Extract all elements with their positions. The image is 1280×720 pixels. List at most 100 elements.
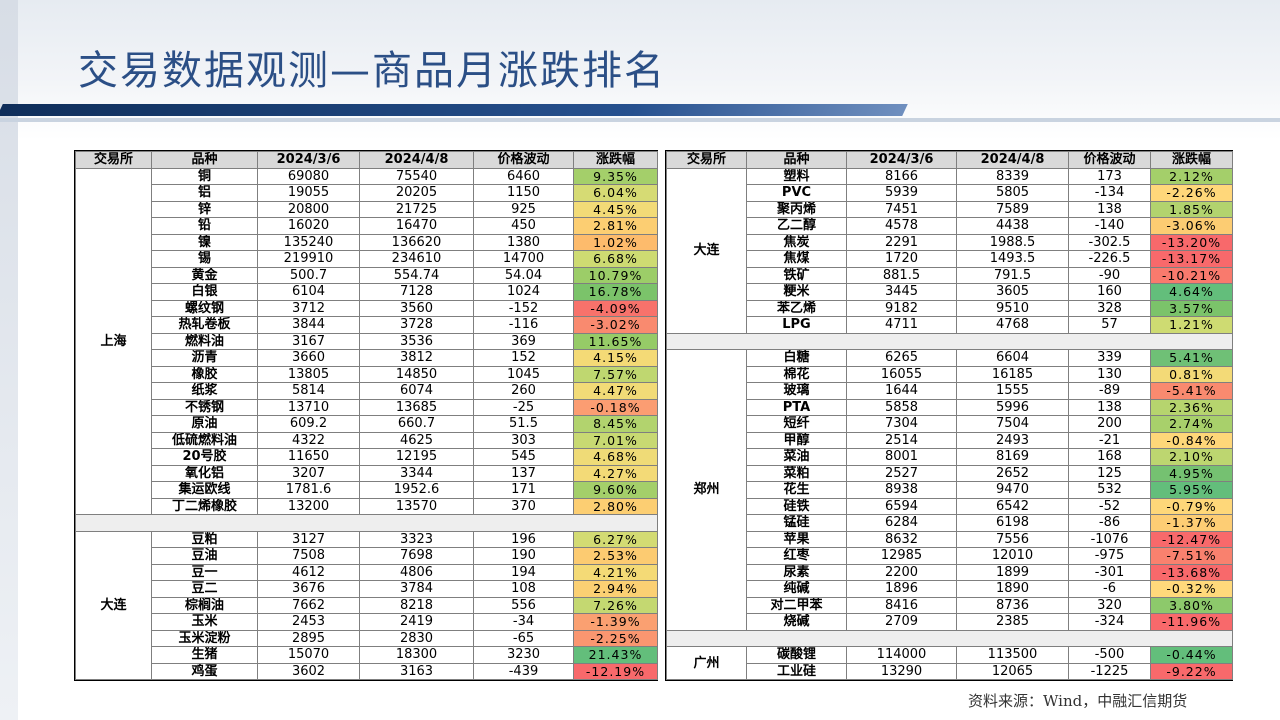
price-change-cell: 51.5 bbox=[473, 415, 574, 433]
header-underline bbox=[0, 118, 1280, 122]
variety-cell: 棕榈油 bbox=[151, 596, 258, 614]
price-end-cell: 7556 bbox=[956, 530, 1069, 548]
price-change-cell: -52 bbox=[1068, 497, 1151, 515]
variety-cell: 豆粕 bbox=[151, 530, 258, 548]
header-price-change: 价格波动 bbox=[1068, 151, 1151, 169]
variety-cell: 焦煤 bbox=[746, 250, 847, 268]
price-start-cell: 3207 bbox=[257, 464, 360, 482]
price-change-cell: -140 bbox=[1068, 217, 1151, 235]
price-end-cell: 21725 bbox=[359, 200, 474, 218]
change-pct-cell: 11.65% bbox=[573, 332, 658, 350]
price-end-cell: 2493 bbox=[956, 431, 1069, 449]
price-change-cell: 532 bbox=[1068, 481, 1151, 499]
price-start-cell: 5814 bbox=[257, 382, 360, 400]
change-pct-cell: 3.80% bbox=[1150, 596, 1233, 614]
price-end-cell: 113500 bbox=[956, 646, 1069, 664]
price-end-cell: 8218 bbox=[359, 596, 474, 614]
price-end-cell: 5805 bbox=[956, 184, 1069, 202]
change-pct-cell: -0.32% bbox=[1150, 580, 1233, 598]
header-date-end: 2024/4/8 bbox=[956, 151, 1069, 169]
price-start-cell: 2709 bbox=[846, 613, 957, 631]
price-change-cell: 196 bbox=[473, 530, 574, 548]
price-change-cell: 3230 bbox=[473, 646, 574, 664]
exchange-cell: 上海 bbox=[75, 167, 152, 515]
price-start-cell: 1896 bbox=[846, 580, 957, 598]
price-end-cell: 3605 bbox=[956, 283, 1069, 301]
price-end-cell: 12010 bbox=[956, 547, 1069, 565]
change-pct-cell: 2.74% bbox=[1150, 415, 1233, 433]
price-start-cell: 13805 bbox=[257, 365, 360, 383]
price-end-cell: 9510 bbox=[956, 299, 1069, 317]
price-change-cell: -301 bbox=[1068, 563, 1151, 581]
price-start-cell: 5939 bbox=[846, 184, 957, 202]
price-start-cell: 13290 bbox=[846, 662, 957, 680]
variety-cell: 乙二醇 bbox=[746, 217, 847, 235]
variety-cell: 玻璃 bbox=[746, 382, 847, 400]
table-row: 焦炭 2291 1988.5 -302.5 -13.20% bbox=[667, 233, 1233, 251]
table-row: 热轧卷板 3844 3728 -116 -3.02% bbox=[76, 316, 658, 334]
change-pct-cell: 1.85% bbox=[1150, 200, 1233, 218]
price-change-cell: 57 bbox=[1068, 316, 1151, 334]
change-pct-cell: 21.43% bbox=[573, 646, 658, 664]
price-end-cell: 18300 bbox=[359, 646, 474, 664]
change-pct-cell: 0.81% bbox=[1150, 365, 1233, 383]
table-row: 豆二 3676 3784 108 2.94% bbox=[76, 580, 658, 598]
change-pct-cell: 1.21% bbox=[1150, 316, 1233, 334]
change-pct-cell: 4.64% bbox=[1150, 283, 1233, 301]
header-change-pct: 涨跌幅 bbox=[573, 151, 658, 169]
variety-cell: 尿素 bbox=[746, 563, 847, 581]
table-row: 鸡蛋 3602 3163 -439 -12.19% bbox=[76, 662, 658, 680]
price-start-cell: 4578 bbox=[846, 217, 957, 235]
variety-cell: 纯碱 bbox=[746, 580, 847, 598]
header-change-pct: 涨跌幅 bbox=[1150, 151, 1233, 169]
change-pct-cell: -10.21% bbox=[1150, 266, 1233, 284]
price-change-cell: -25 bbox=[473, 398, 574, 416]
price-start-cell: 15070 bbox=[257, 646, 360, 664]
price-end-cell: 3560 bbox=[359, 299, 474, 317]
price-start-cell: 1720 bbox=[846, 250, 957, 268]
left-table-panel: 交易所 品种 2024/3/6 2024/4/8 价格波动 涨跌幅 上海铜 690… bbox=[74, 150, 658, 681]
price-start-cell: 19055 bbox=[257, 184, 360, 202]
price-change-cell: 260 bbox=[473, 382, 574, 400]
variety-cell: 豆一 bbox=[151, 563, 258, 581]
price-change-cell: 556 bbox=[473, 596, 574, 614]
table-row: 燃料油 3167 3536 369 11.65% bbox=[76, 332, 658, 350]
price-start-cell: 3712 bbox=[257, 299, 360, 317]
price-end-cell: 6198 bbox=[956, 514, 1069, 532]
change-pct-cell: 7.26% bbox=[573, 596, 658, 614]
price-change-cell: 152 bbox=[473, 349, 574, 367]
price-change-cell: 138 bbox=[1068, 200, 1151, 218]
price-start-cell: 500.7 bbox=[257, 266, 360, 284]
change-pct-cell: 2.36% bbox=[1150, 398, 1233, 416]
variety-cell: 橡胶 bbox=[151, 365, 258, 383]
variety-cell: 热轧卷板 bbox=[151, 316, 258, 334]
table-row: 玻璃 1644 1555 -89 -5.41% bbox=[667, 382, 1233, 400]
price-end-cell: 554.74 bbox=[359, 266, 474, 284]
table-row: 橡胶 13805 14850 1045 7.57% bbox=[76, 365, 658, 383]
change-pct-cell: -12.47% bbox=[1150, 530, 1233, 548]
change-pct-cell: 1.02% bbox=[573, 233, 658, 251]
price-change-cell: -90 bbox=[1068, 266, 1151, 284]
price-start-cell: 3127 bbox=[257, 530, 360, 548]
change-pct-cell: -1.39% bbox=[573, 613, 658, 631]
table-row: 乙二醇 4578 4438 -140 -3.06% bbox=[667, 217, 1233, 235]
variety-cell: 铜 bbox=[151, 167, 258, 185]
price-end-cell: 3812 bbox=[359, 349, 474, 367]
table-header-row: 交易所 品种 2024/3/6 2024/4/8 价格波动 涨跌幅 bbox=[666, 151, 1233, 169]
price-end-cell: 1988.5 bbox=[956, 233, 1069, 251]
price-end-cell: 2830 bbox=[359, 629, 474, 647]
price-end-cell: 1952.6 bbox=[359, 481, 474, 499]
variety-cell: 燃料油 bbox=[151, 332, 258, 350]
price-start-cell: 609.2 bbox=[257, 415, 360, 433]
price-change-cell: -439 bbox=[473, 662, 574, 680]
table-row: 生猪 15070 18300 3230 21.43% bbox=[76, 646, 658, 664]
change-pct-cell: 2.12% bbox=[1150, 167, 1233, 185]
price-start-cell: 9182 bbox=[846, 299, 957, 317]
variety-cell: 聚丙烯 bbox=[746, 200, 847, 218]
price-start-cell: 2527 bbox=[846, 464, 957, 482]
table-row: 广州 碳酸锂 114000 113500 -500 -0.44% bbox=[666, 646, 1233, 680]
group-separator bbox=[666, 629, 1233, 647]
price-start-cell: 11650 bbox=[257, 448, 360, 466]
table-row: 玉米 2453 2419 -34 -1.39% bbox=[76, 613, 658, 631]
price-start-cell: 6104 bbox=[257, 283, 360, 301]
